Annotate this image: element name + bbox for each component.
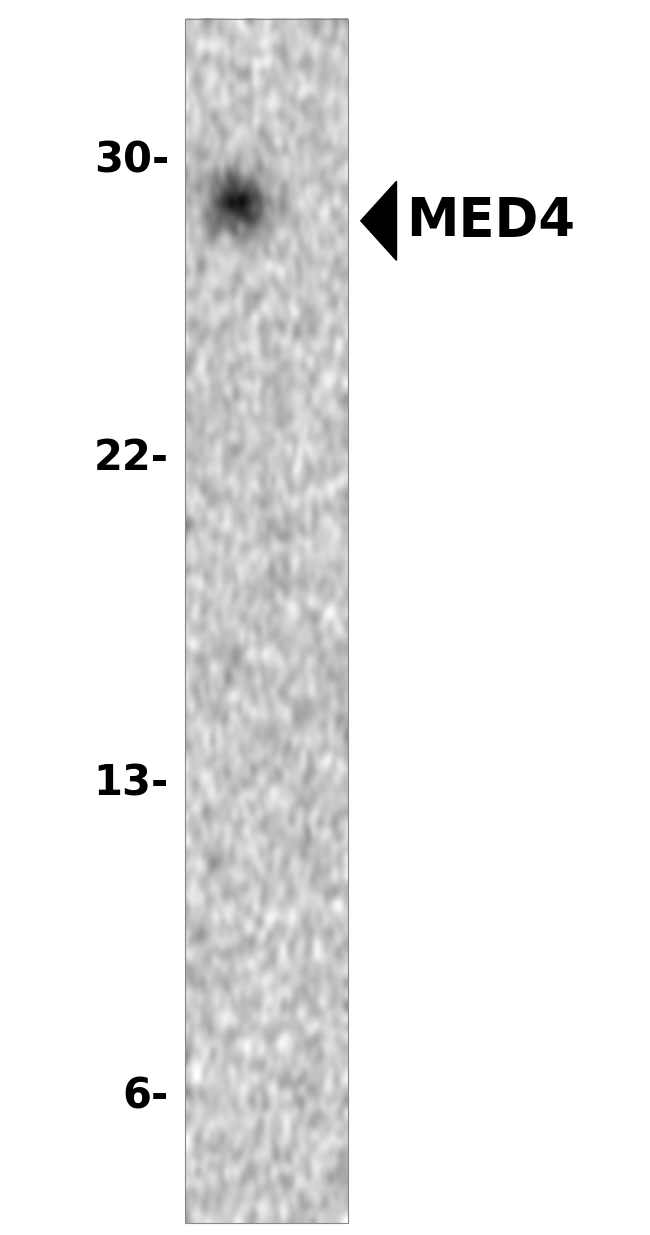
Text: 13-: 13- (94, 762, 169, 804)
Text: MED4: MED4 (406, 195, 575, 247)
Polygon shape (361, 182, 396, 261)
Bar (185, 19, 348, 1223)
Text: 6-: 6- (123, 1076, 169, 1118)
Text: 22-: 22- (94, 437, 169, 479)
Text: 30-: 30- (94, 140, 169, 182)
